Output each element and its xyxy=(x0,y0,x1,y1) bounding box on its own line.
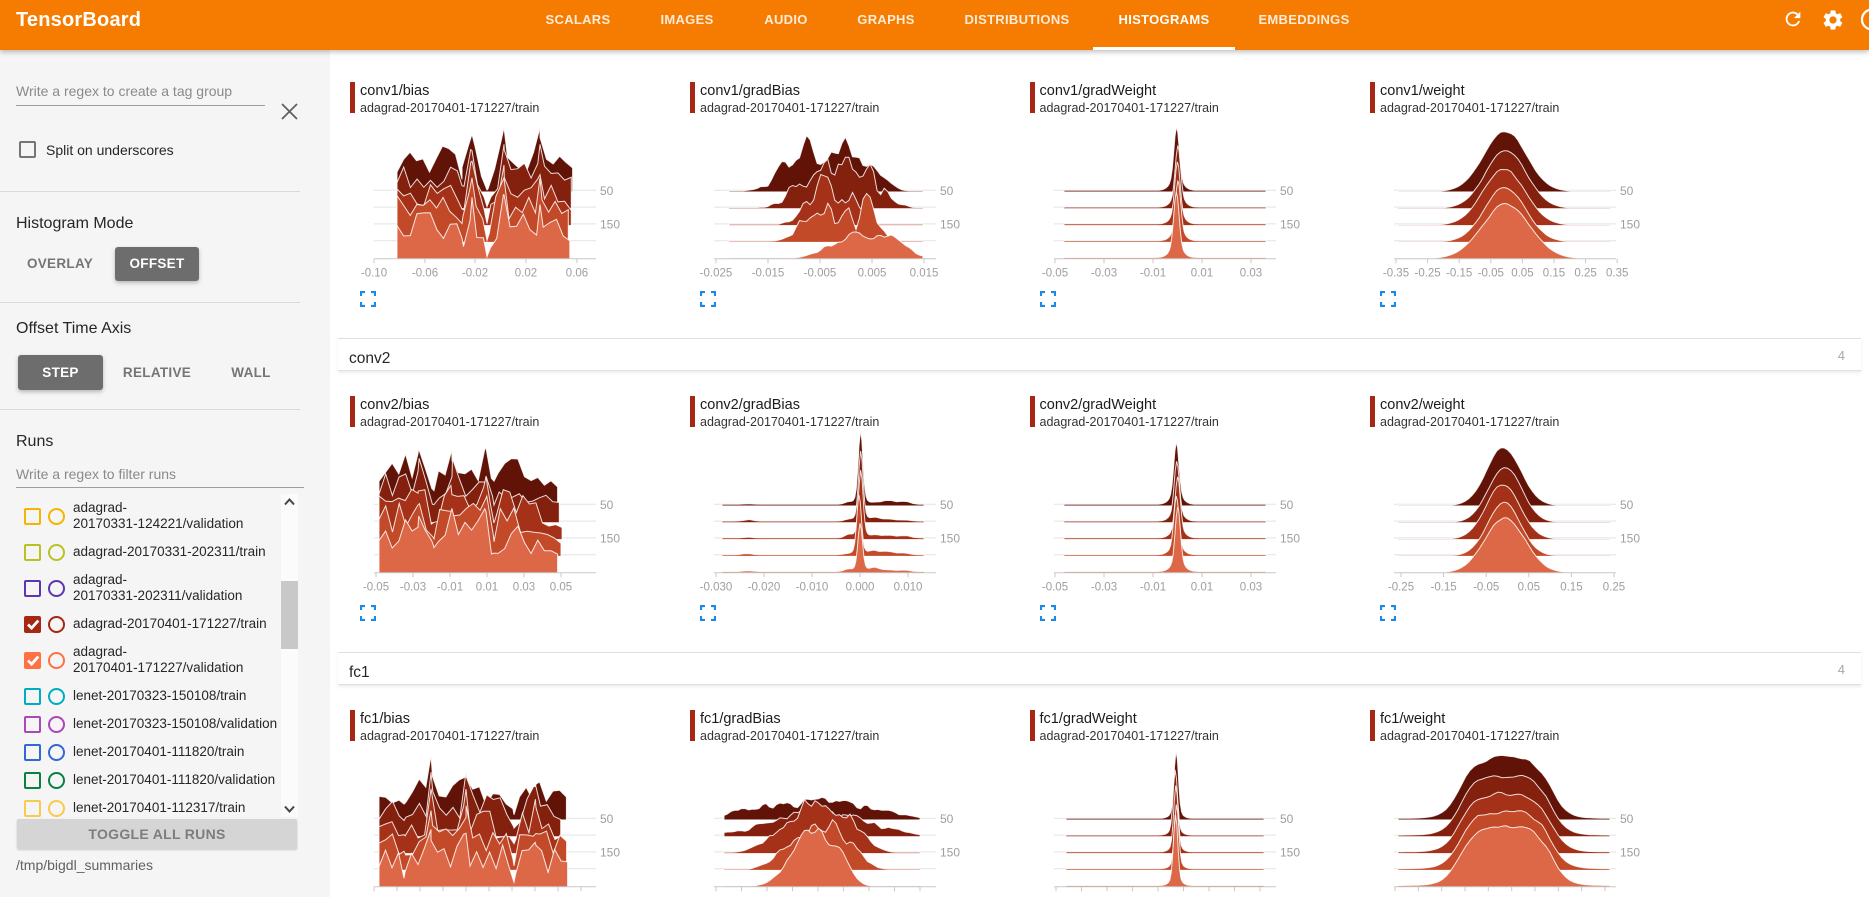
svg-text:150: 150 xyxy=(1620,845,1640,859)
svg-text:50: 50 xyxy=(1280,812,1294,826)
svg-text:0.01: 0.01 xyxy=(1190,582,1212,594)
svg-text:0.15: 0.15 xyxy=(1560,582,1582,594)
svg-text:150: 150 xyxy=(1620,217,1640,231)
svg-text:-0.02: -0.02 xyxy=(462,268,488,280)
svg-text:0.25: 0.25 xyxy=(1603,582,1625,594)
svg-text:-0.06: -0.06 xyxy=(412,268,438,280)
svg-text:-0.05: -0.05 xyxy=(1041,582,1067,594)
svg-text:0.05: 0.05 xyxy=(1511,268,1533,280)
svg-text:50: 50 xyxy=(1620,184,1634,198)
svg-text:-0.05: -0.05 xyxy=(1478,268,1504,280)
svg-text:50: 50 xyxy=(940,184,954,198)
svg-text:150: 150 xyxy=(940,845,960,859)
svg-text:0.35: 0.35 xyxy=(1606,268,1628,280)
svg-text:0.03: 0.03 xyxy=(1239,268,1261,280)
svg-text:0.010: 0.010 xyxy=(894,582,923,594)
svg-text:-0.05: -0.05 xyxy=(363,582,389,594)
svg-text:150: 150 xyxy=(1280,531,1300,545)
svg-text:50: 50 xyxy=(940,812,954,826)
svg-text:-0.03: -0.03 xyxy=(1090,582,1116,594)
svg-text:-0.10: -0.10 xyxy=(361,268,387,280)
svg-text:150: 150 xyxy=(940,531,960,545)
svg-text:0.25: 0.25 xyxy=(1574,268,1596,280)
svg-text:-0.25: -0.25 xyxy=(1414,268,1440,280)
svg-text:150: 150 xyxy=(600,845,620,859)
svg-text:-0.15: -0.15 xyxy=(1446,268,1472,280)
svg-text:-0.01: -0.01 xyxy=(1139,268,1165,280)
svg-text:0.03: 0.03 xyxy=(1239,582,1261,594)
svg-text:-0.030: -0.030 xyxy=(700,582,733,594)
svg-text:-0.015: -0.015 xyxy=(752,268,785,280)
svg-text:0.01: 0.01 xyxy=(476,582,498,594)
svg-text:0.05: 0.05 xyxy=(1518,582,1540,594)
svg-text:0.01: 0.01 xyxy=(1190,268,1212,280)
svg-text:150: 150 xyxy=(1620,531,1640,545)
svg-text:0.05: 0.05 xyxy=(550,582,572,594)
svg-text:-0.01: -0.01 xyxy=(437,582,463,594)
svg-text:-0.05: -0.05 xyxy=(1473,582,1499,594)
svg-text:-0.35: -0.35 xyxy=(1383,268,1409,280)
svg-text:0.02: 0.02 xyxy=(515,268,537,280)
svg-text:0.000: 0.000 xyxy=(846,582,875,594)
svg-text:50: 50 xyxy=(600,184,614,198)
svg-text:50: 50 xyxy=(1280,184,1294,198)
svg-text:-0.010: -0.010 xyxy=(796,582,829,594)
svg-text:-0.005: -0.005 xyxy=(804,268,837,280)
svg-text:150: 150 xyxy=(1280,845,1300,859)
svg-text:-0.025: -0.025 xyxy=(700,268,733,280)
svg-text:150: 150 xyxy=(1280,217,1300,231)
svg-text:0.06: 0.06 xyxy=(566,268,588,280)
svg-text:50: 50 xyxy=(1620,812,1634,826)
svg-text:150: 150 xyxy=(600,531,620,545)
svg-text:0.15: 0.15 xyxy=(1543,268,1565,280)
svg-text:50: 50 xyxy=(940,498,954,512)
svg-text:50: 50 xyxy=(1620,498,1634,512)
svg-text:0.015: 0.015 xyxy=(910,268,939,280)
svg-text:-0.03: -0.03 xyxy=(1090,268,1116,280)
svg-text:-0.05: -0.05 xyxy=(1041,268,1067,280)
svg-text:50: 50 xyxy=(600,498,614,512)
svg-text:0.005: 0.005 xyxy=(858,268,887,280)
svg-text:50: 50 xyxy=(1280,498,1294,512)
svg-text:-0.15: -0.15 xyxy=(1430,582,1456,594)
svg-text:50: 50 xyxy=(600,812,614,826)
svg-text:150: 150 xyxy=(940,217,960,231)
svg-text:-0.03: -0.03 xyxy=(400,582,426,594)
svg-text:150: 150 xyxy=(600,217,620,231)
svg-text:-0.25: -0.25 xyxy=(1388,582,1414,594)
svg-text:-0.020: -0.020 xyxy=(748,582,781,594)
svg-text:-0.01: -0.01 xyxy=(1139,582,1165,594)
svg-text:0.03: 0.03 xyxy=(513,582,535,594)
